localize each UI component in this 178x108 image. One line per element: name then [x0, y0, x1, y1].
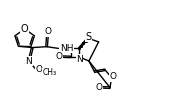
Text: CH₃: CH₃ [42, 68, 56, 77]
Text: O: O [21, 24, 28, 34]
Text: O: O [110, 72, 117, 81]
Text: N: N [26, 57, 32, 66]
Text: O: O [35, 65, 42, 74]
Text: O: O [55, 52, 62, 61]
Text: O: O [44, 27, 51, 36]
Text: NH: NH [60, 44, 73, 53]
Text: N: N [76, 55, 83, 64]
Text: O: O [95, 83, 102, 92]
Text: S: S [85, 32, 91, 42]
